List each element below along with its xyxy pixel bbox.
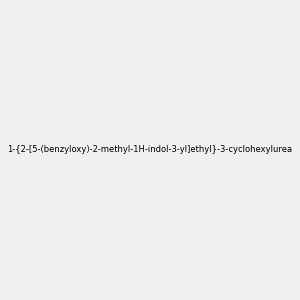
Text: 1-{2-[5-(benzyloxy)-2-methyl-1H-indol-3-yl]ethyl}-3-cyclohexylurea: 1-{2-[5-(benzyloxy)-2-methyl-1H-indol-3-… bbox=[8, 146, 292, 154]
